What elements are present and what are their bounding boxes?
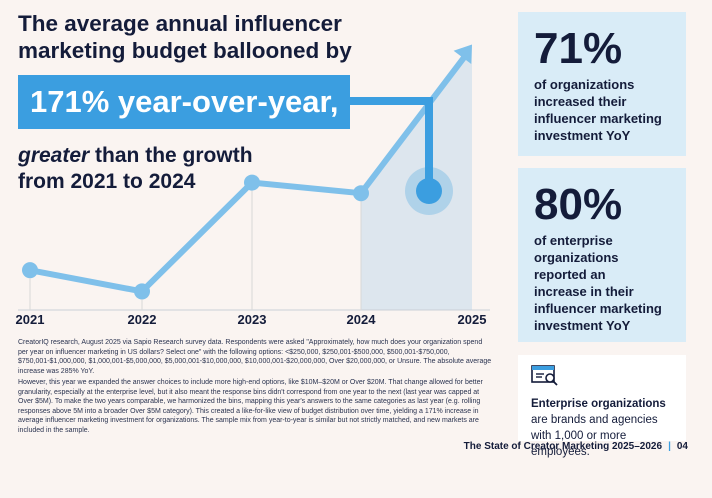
highlight-banner: 171% year-over-year,: [18, 75, 350, 129]
definition-term: Enterprise organizations: [531, 398, 666, 410]
subheadline: greater than the growth from 2021 to 202…: [18, 143, 318, 195]
stat-line: organizations: [534, 250, 619, 265]
page-number: 04: [676, 441, 688, 452]
arrowhead-2025: [453, 44, 472, 64]
data-point-2022: [134, 283, 150, 300]
data-point-2023: [244, 174, 260, 191]
x-tick-label: 2021: [16, 312, 45, 327]
data-point-2024: [353, 185, 369, 202]
subheadline-line-2: from 2021 to 2024: [18, 170, 196, 193]
subheadline-rest: than the growth: [89, 144, 253, 167]
stat-line: influencer marketing: [534, 111, 662, 126]
stat-description: of enterprise organizations reported an …: [534, 232, 686, 334]
definition-body: are brands and agencies with 1,000 or mo…: [531, 414, 658, 458]
headline: The average annual influencer marketing …: [18, 10, 378, 64]
methodology-footnote: CreatorIQ research, August 2025 via Sapi…: [18, 338, 493, 437]
callout-connector: [350, 97, 433, 191]
stat-line: investment YoY: [534, 318, 631, 333]
stat-card-71: 71% of organizations increased their inf…: [518, 12, 686, 156]
stat-line: of organizations: [534, 77, 635, 92]
highlight-area: [361, 44, 472, 310]
stat-line: increased their: [534, 94, 627, 109]
stat-card-80: 80% of enterprise organizations reported…: [518, 168, 686, 342]
footnote-paragraph-1: CreatorIQ research, August 2025 via Sapi…: [18, 339, 492, 375]
definition-text: Enterprise organizations are brands and …: [531, 396, 681, 460]
stat-line: investment YoY: [534, 128, 631, 143]
stat-value: 71%: [534, 24, 623, 73]
stat-line: influencer marketing: [534, 301, 662, 316]
stat-line: increase in their: [534, 284, 634, 299]
subheadline-emphasis: greater: [18, 144, 90, 167]
headline-line-1: The average annual influencer: [18, 11, 342, 36]
stat-value: 80%: [534, 180, 623, 229]
stat-description: of organizations increased their influen…: [534, 76, 686, 144]
page-footer: The State of Creator Marketing 2025–2026…: [464, 441, 688, 452]
x-tick-label: 2024: [347, 312, 377, 327]
x-tick-label: 2025: [458, 312, 487, 327]
footer-separator: |: [668, 441, 671, 452]
data-point-2021: [22, 262, 38, 279]
footnote-paragraph-2: However, this year we expanded the answe…: [18, 379, 483, 434]
report-icon: [531, 365, 558, 386]
headline-line-2: marketing budget ballooned by: [18, 38, 352, 63]
callout-dot: [416, 178, 442, 204]
stat-line: reported an: [534, 267, 606, 282]
definition-card: Enterprise organizations are brands and …: [518, 355, 686, 458]
stat-line: of enterprise: [534, 233, 613, 248]
x-tick-label: 2022: [128, 312, 157, 327]
x-tick-label: 2023: [238, 312, 267, 327]
report-title: The State of Creator Marketing 2025–2026: [463, 441, 663, 452]
